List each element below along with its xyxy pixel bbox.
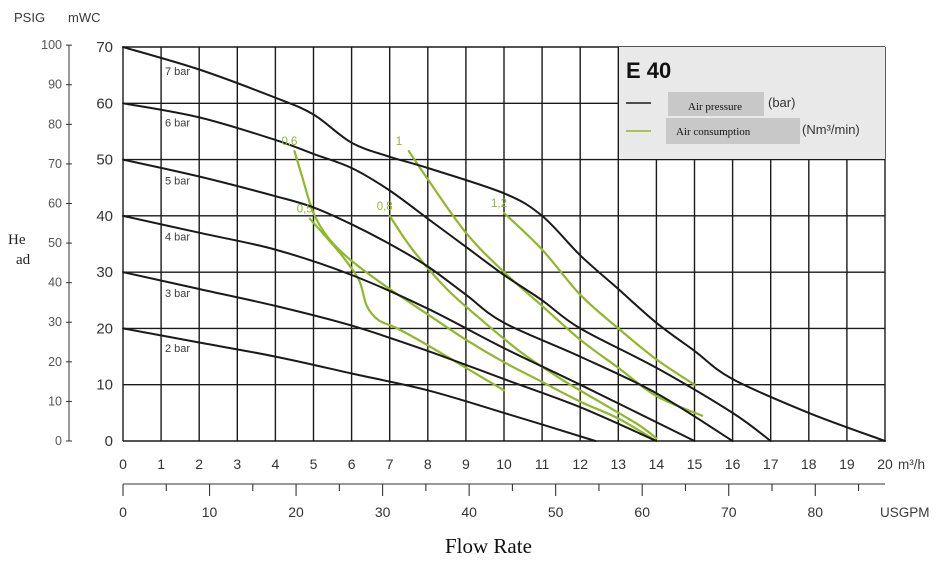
pressure-label-7-bar: 7 bar <box>165 66 190 78</box>
pressure-curve-2-bar <box>122 327 597 442</box>
legend-consumption-unit: (Nm³/min) <box>802 122 860 137</box>
x-tick-label-20: 20 <box>877 456 893 472</box>
pressure-label-5-bar: 5 bar <box>165 175 190 187</box>
x-tick-label-5: 5 <box>310 456 318 472</box>
mwc-tick-label-2: 20 <box>96 320 113 337</box>
consumption-curve-1 <box>407 150 704 417</box>
x-tick-label-8: 8 <box>424 456 432 472</box>
mwc-tick-label-6: 60 <box>96 95 113 112</box>
mwc-tick-label-1: 10 <box>96 377 113 394</box>
mwc-tick-label-7: 70 <box>96 39 113 56</box>
x-unit-m3h: m³/h <box>898 457 925 472</box>
y-side-label-line2: ad <box>16 252 31 268</box>
usgpm-tick-label-0: 0 <box>119 504 127 520</box>
consumption-curve-0-6 <box>293 150 658 443</box>
curve-labels: 0,5 0,6 0,8 1 1,2 7 bar 6 bar 5 bar 4 bar 3 bar 2 … <box>165 66 507 355</box>
usgpm-tick-label-3: 30 <box>375 504 391 520</box>
mwc-tick-label-4: 40 <box>96 208 113 225</box>
y-side-label-line1: He <box>8 232 26 248</box>
x-tick-label-16: 16 <box>725 456 741 472</box>
air-pressure-curves <box>122 46 886 442</box>
consumption-label-0-5: 0,5 <box>297 204 313 216</box>
pressure-label-6-bar: 6 bar <box>165 118 190 130</box>
usgpm-tick-label-6: 60 <box>634 504 650 520</box>
x-axis-usgpm: 0 10 20 30 40 50 60 70 80 <box>119 483 885 520</box>
consumption-label-0-8: 0,8 <box>377 201 393 213</box>
mwc-tick-label-0: 0 <box>105 433 113 450</box>
x-tick-label-12: 12 <box>572 456 588 472</box>
x-tick-label-4: 4 <box>272 456 280 472</box>
x-tick-label-2: 2 <box>195 456 203 472</box>
legend: E 40 Air pressure (bar) Air consumption … <box>619 47 885 159</box>
pressure-curve-4-bar <box>122 214 696 442</box>
usgpm-tick-label-7: 70 <box>721 504 737 520</box>
pressure-label-3-bar: 3 bar <box>165 288 190 300</box>
consumption-label-0-6: 0,6 <box>281 136 297 148</box>
mwc-tick-label-3: 30 <box>96 264 113 281</box>
usgpm-tick-label-4: 40 <box>461 504 477 520</box>
x-tick-label-13: 13 <box>611 456 627 472</box>
psig-tick-label-0: 0 <box>55 434 62 448</box>
consumption-curve-0-8 <box>388 214 658 440</box>
x-tick-label-9: 9 <box>462 456 470 472</box>
psig-tick-label-5: 50 <box>48 236 62 250</box>
usgpm-tick-label-5: 50 <box>548 504 564 520</box>
pressure-label-2-bar: 2 bar <box>165 343 190 355</box>
mwc-tick-label-5: 50 <box>96 152 113 169</box>
legend-pressure-label-box <box>668 92 764 116</box>
air-consumption-curves <box>293 150 704 443</box>
usgpm-tick-label-2: 20 <box>288 504 304 520</box>
psig-tick-label-1: 10 <box>48 394 62 408</box>
psig-tick-label-7: 70 <box>48 157 62 171</box>
x-tick-label-17: 17 <box>763 456 779 472</box>
psig-unit-label: PSIG <box>14 10 45 25</box>
x-tick-label-19: 19 <box>839 456 855 472</box>
mwc-unit-label: mWC <box>68 10 101 25</box>
legend-pressure-unit: (bar) <box>768 95 795 110</box>
legend-consumption-label-box <box>666 118 800 144</box>
psig-tick-label-10: 100 <box>41 38 62 52</box>
x-tick-label-10: 10 <box>496 456 512 472</box>
psig-tick-label-6: 60 <box>48 196 62 210</box>
x-tick-label-11: 11 <box>535 456 550 472</box>
psig-tick-label-8: 80 <box>48 117 62 131</box>
psig-tick-label-9: 90 <box>48 78 62 92</box>
psig-tick-label-2: 20 <box>48 355 62 369</box>
x-axis-title: Flow Rate <box>445 534 532 558</box>
mwc-axis: 0 10 20 30 40 50 60 70 <box>96 39 113 450</box>
x-tick-label-1: 1 <box>157 456 165 472</box>
consumption-label-1-2: 1,2 <box>491 198 507 210</box>
x-tick-label-3: 3 <box>233 456 241 472</box>
chart-title: E 40 <box>626 58 671 83</box>
usgpm-tick-label-1: 10 <box>202 504 218 520</box>
pressure-curve-5-bar <box>122 158 734 442</box>
x-tick-label-14: 14 <box>649 456 665 472</box>
consumption-curve-1-2 <box>502 211 696 386</box>
x-tick-label-0: 0 <box>119 456 127 472</box>
pressure-curve-7-bar <box>122 46 886 442</box>
x-tick-label-15: 15 <box>687 456 703 472</box>
x-tick-label-7: 7 <box>386 456 394 472</box>
x-tick-label-6: 6 <box>348 456 356 472</box>
x-unit-usgpm: USGPM <box>880 505 930 520</box>
x-tick-label-18: 18 <box>801 456 817 472</box>
psig-tick-label-3: 30 <box>48 315 62 329</box>
legend-consumption-label: Air consumption <box>676 126 751 138</box>
x-axis-m3h: 0 1 2 3 4 5 6 7 8 9 10 11 12 13 14 15 16 17 18 19 20 <box>119 456 893 472</box>
psig-tick-label-4: 40 <box>48 276 62 290</box>
pressure-curve-6-bar <box>122 102 772 442</box>
pressure-curve-3-bar <box>122 271 658 442</box>
psig-axis: 0 10 20 30 40 50 60 70 80 90 100 <box>41 38 72 448</box>
legend-pressure-label: Air pressure <box>688 101 742 113</box>
usgpm-tick-label-8: 80 <box>807 504 823 520</box>
consumption-label-1: 1 <box>396 136 402 148</box>
pressure-label-4-bar: 4 bar <box>165 232 190 244</box>
